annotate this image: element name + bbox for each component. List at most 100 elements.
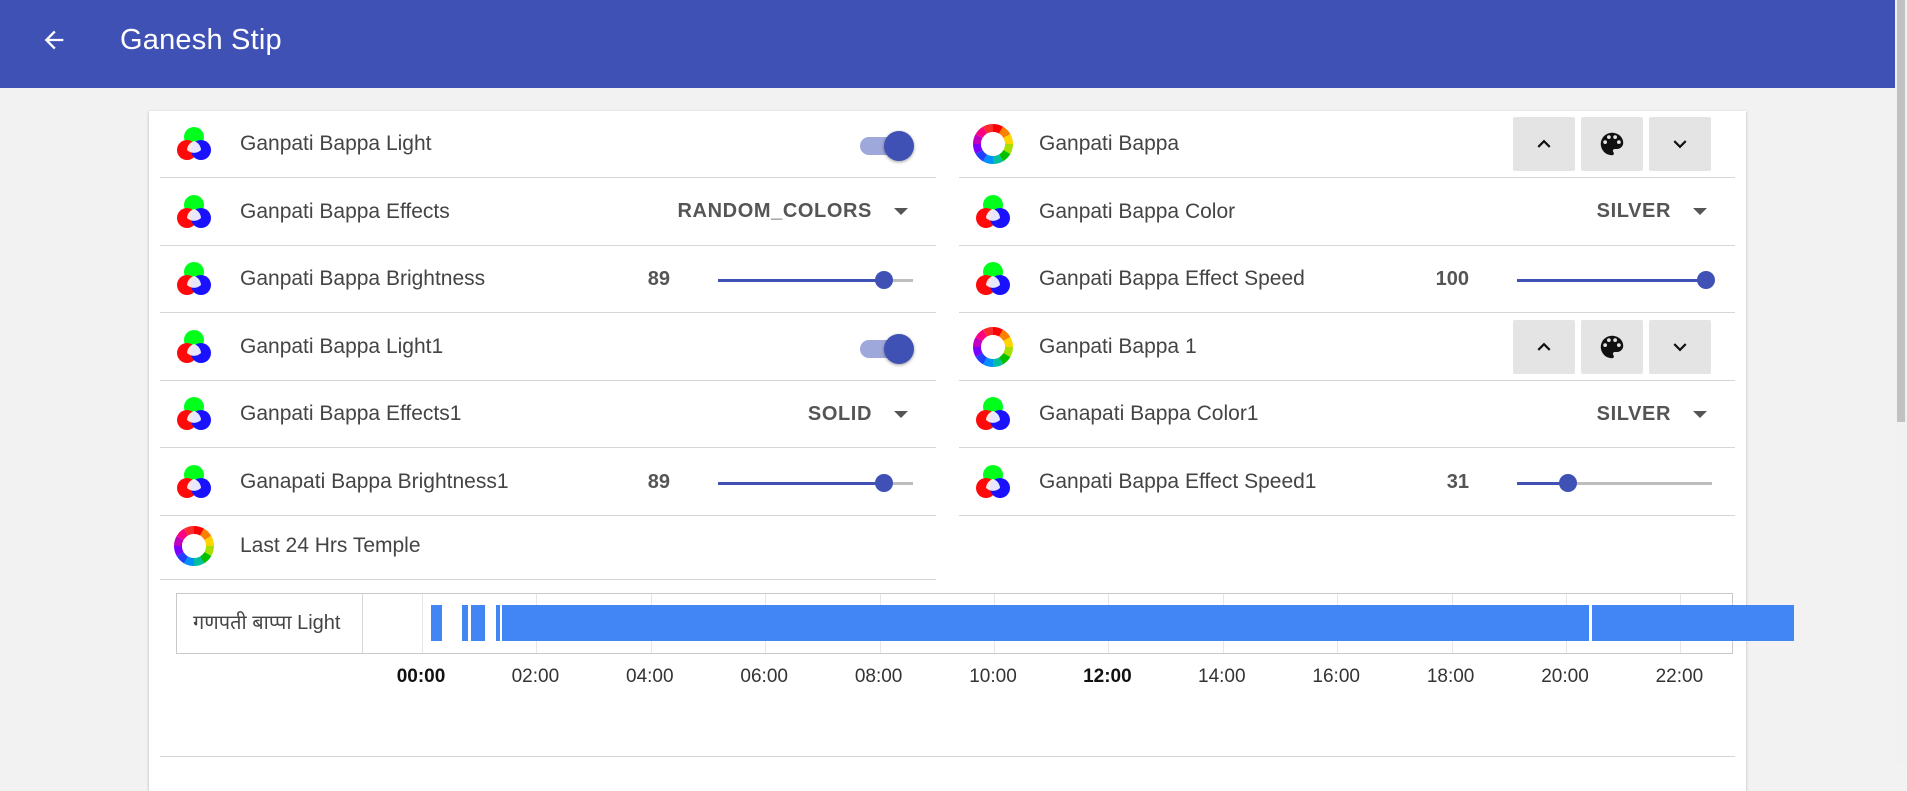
history-title: Last 24 Hrs Temple [240,534,421,557]
axis-tick-label: 02:00 [511,666,560,687]
axis-tick-label: 20:00 [1541,666,1589,687]
toggle-knob[interactable] [884,131,914,161]
value-slider[interactable] [718,270,913,290]
axis-tick-label: 04:00 [626,666,674,687]
rgb-circles-icon [174,327,214,367]
slider-thumb[interactable] [1697,271,1716,289]
divider [160,756,1735,757]
chevron-up-icon [1537,342,1551,351]
color-wheel-icon [174,526,214,566]
slider-thumb[interactable] [1558,473,1577,492]
up-button[interactable] [1513,117,1575,171]
light-toggle[interactable] [858,129,914,161]
right-row: Ganpati Bappa Effect Speed 100 [959,246,1735,313]
axis-tick-label: 22:00 [1655,666,1704,687]
left-row: Ganpati Bappa Light1 [160,314,936,381]
axis-tick-label: 18:00 [1426,666,1475,687]
down-button[interactable] [1649,117,1711,171]
axis-tick-label: 14:00 [1198,666,1246,687]
timeline-on-segment[interactable] [430,605,443,641]
timeline-on-segment[interactable] [462,605,468,641]
arrow-left-icon [44,30,64,50]
slider-value: 100 [1435,268,1469,290]
timeline-on-segment[interactable] [1591,605,1794,641]
rgb-circles-icon [174,259,214,299]
slider-fill [718,481,884,485]
entity-label[interactable]: Ganpati Bappa Color [1039,199,1236,223]
effect-buttons [1513,319,1711,374]
rgb-circles-icon [174,124,214,164]
axis-tick-label: 08:00 [854,666,903,687]
chevron-down-icon [1673,140,1687,149]
selected-value: SILVER [1596,402,1671,425]
slider-fill [718,279,884,282]
slider-thumb[interactable] [874,271,893,289]
slider-thumb[interactable] [874,473,893,492]
timeline-on-segment[interactable] [496,605,501,641]
down-button[interactable] [1649,319,1711,374]
slider-fill [1517,481,1568,485]
entities-card: Ganpati Bappa Light Ganpati Bappa Effect… [149,111,1794,791]
timeline-on-segment[interactable] [502,605,1589,641]
color-wheel-icon [973,124,1013,164]
up-button[interactable] [1513,319,1575,374]
scrollbar-thumb[interactable] [1897,0,1905,422]
page-scrollbar[interactable] [1895,0,1907,764]
slider-value: 89 [647,470,670,493]
chevron-up-icon [1537,139,1551,148]
select-dropdown[interactable]: SILVER [1597,381,1707,447]
left-row: Ganpati Bappa Effects1 SOLID [160,381,936,448]
entity-label[interactable]: Ganpati Bappa Effect Speed1 [1039,469,1317,493]
caret-down-icon [894,410,908,418]
toggle-knob[interactable] [884,333,914,364]
left-row: Ganapati Bappa Brightness1 89 [160,449,936,516]
right-row: Ganpati Bappa [959,111,1735,178]
selected-value: RANDOM_COLORS [677,200,872,222]
axis-tick-label: 16:00 [1312,666,1360,687]
page-title: Ganesh Stip [120,24,282,56]
back-button[interactable] [34,20,74,60]
app-bar: Ganesh Stip [0,0,1895,88]
axis-tick-label: 06:00 [740,666,788,687]
select-dropdown[interactable]: SILVER [1597,179,1707,245]
caret-down-icon [894,208,908,215]
rgb-circles-icon [973,259,1013,299]
rgb-circles-icon [174,192,214,232]
history-header: Last 24 Hrs Temple [160,513,936,580]
entity-label[interactable]: Ganpati Bappa Light1 [240,334,444,358]
palette-icon [1600,132,1624,156]
select-dropdown[interactable]: SOLID [808,381,908,447]
rgb-circles-icon [973,394,1013,434]
entity-label[interactable]: Ganpati Bappa Effects1 [240,402,462,425]
timeline-on-segment[interactable] [470,605,485,641]
right-row: Ganpati Bappa 1 [959,314,1735,381]
entity-label[interactable]: Ganpati Bappa Light [240,132,432,155]
entity-label[interactable]: Ganapati Bappa Brightness1 [240,469,509,493]
caret-down-icon [1693,208,1707,215]
left-row: Ganpati Bappa Light [160,111,936,178]
entity-label[interactable]: Ganpati Bappa Effects [240,199,450,223]
rgb-circles-icon [174,462,214,502]
timeline-label: गणपती बाप्पा Light [177,594,363,653]
entity-label[interactable]: Ganapati Bappa Color1 [1039,402,1259,425]
value-slider[interactable] [1517,473,1712,493]
value-slider[interactable] [718,473,913,493]
entity-label[interactable]: Ganpati Bappa Brightness [240,267,486,290]
left-row: Ganpati Bappa Effects RANDOM_COLORS [160,179,936,246]
history-timeline[interactable]: गणपती बाप्पा Light [176,593,1794,654]
entity-label[interactable]: Ganpati Bappa [1039,132,1180,155]
entity-label[interactable]: Ganpati Bappa 1 [1039,334,1197,358]
palette-button[interactable] [1581,117,1643,171]
left-row: Ganpati Bappa Brightness 89 [160,246,936,313]
slider-value: 89 [647,268,670,290]
slider-value: 31 [1446,470,1469,493]
rgb-circles-icon [973,192,1013,232]
value-slider[interactable] [1517,270,1716,290]
light-toggle[interactable] [858,332,914,364]
entity-label[interactable]: Ganpati Bappa Effect Speed [1039,267,1305,290]
axis-tick-label: 00:00 [396,666,446,687]
caret-down-icon [1693,410,1707,418]
palette-button[interactable] [1581,319,1643,374]
select-dropdown[interactable]: RANDOM_COLORS [678,179,908,245]
slider-fill [1517,279,1707,282]
